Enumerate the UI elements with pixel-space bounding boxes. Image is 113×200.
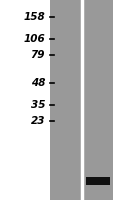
Text: 48: 48 (30, 78, 45, 88)
Bar (50, 0, 81, 200)
Bar (85, 177, 109, 185)
Text: 106: 106 (23, 34, 45, 44)
Bar (81, 0, 113, 200)
Text: 23: 23 (30, 116, 45, 126)
Text: 158: 158 (23, 12, 45, 22)
Text: 35: 35 (30, 100, 45, 110)
Text: 79: 79 (30, 50, 45, 60)
